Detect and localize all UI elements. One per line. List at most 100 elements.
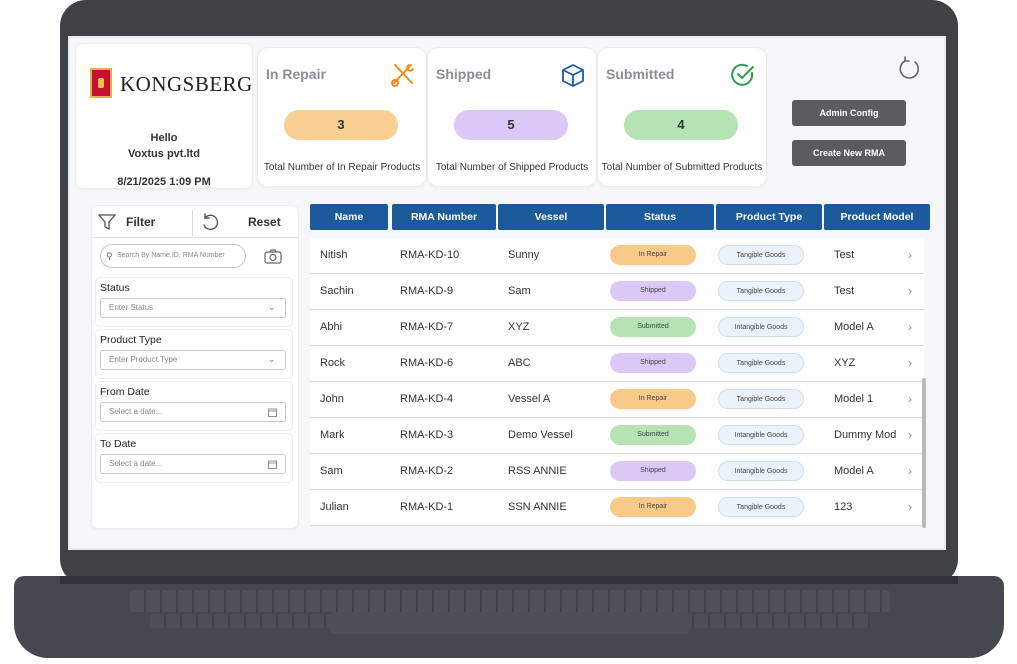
table-row[interactable]: Abhi RMA-KD-7 XYZ Submitted Intangible Goods… <box>310 310 924 346</box>
status-select[interactable]: Enter Status ⌄ <box>100 298 286 318</box>
status-badge: Shipped <box>610 353 696 373</box>
reset-icon[interactable] <box>200 212 220 232</box>
chevron-right-icon[interactable]: › <box>908 500 912 514</box>
table-header: Name RMA Number Vessel Status Product Ty… <box>310 204 932 230</box>
column-header-rma-number[interactable]: RMA Number <box>392 204 496 230</box>
cell-vessel: Sam <box>508 285 531 297</box>
from-date-label: From Date <box>100 386 150 398</box>
search-placeholder: Search By Name,ID, RMA Number <box>117 252 225 259</box>
to-date-input[interactable]: Select a date... <box>100 454 286 474</box>
product-type-badge: Tangible Goods <box>718 353 804 373</box>
calendar-icon <box>268 460 277 469</box>
table-row[interactable]: Mark RMA-KD-3 Demo Vessel Submitted Intangib… <box>310 418 924 454</box>
status-badge: Submitted <box>610 317 696 337</box>
product-type-badge: Tangible Goods <box>718 389 804 409</box>
status-placeholder: Enter Status <box>109 303 154 312</box>
filter-header: Filter Reset <box>92 206 298 238</box>
table-scrollbar[interactable] <box>922 378 926 528</box>
status-filter: Status Enter Status ⌄ <box>96 278 292 326</box>
column-header-product-model[interactable]: Product Model <box>824 204 930 230</box>
cell-vessel: RSS ANNIE <box>508 465 567 477</box>
product-type-label: Product Type <box>100 334 162 346</box>
search-icon: ⚲ <box>106 251 113 261</box>
product-type-badge: Intangible Goods <box>718 317 804 337</box>
column-header-status[interactable]: Status <box>606 204 714 230</box>
filter-panel: Filter Reset ⚲ Search By Name,ID, RMA Nu… <box>92 206 298 528</box>
cell-name: Mark <box>320 429 345 441</box>
cell-rma: RMA-KD-3 <box>400 429 454 441</box>
filter-button[interactable]: Filter <box>126 215 156 229</box>
refresh-icon[interactable] <box>896 56 922 82</box>
kpi-caption: Total Number of Submitted Products <box>601 162 763 173</box>
from-date-filter: From Date Select a date... <box>96 382 292 430</box>
cell-model: Model A <box>834 321 874 333</box>
camera-icon[interactable] <box>264 248 282 264</box>
kpi-card-in-repair[interactable]: In Repair 3 Total Number of In Repair Pr… <box>258 48 426 186</box>
cell-rma: RMA-KD-4 <box>400 393 454 405</box>
divider <box>192 210 193 236</box>
search-input[interactable]: ⚲ Search By Name,ID, RMA Number <box>100 244 246 268</box>
company-name: Voxtus pvt.ltd <box>128 148 200 160</box>
to-date-filter: To Date Select a date... <box>96 434 292 482</box>
product-type-select[interactable]: Enter Product Type ⌄ <box>100 350 286 370</box>
chevron-right-icon[interactable]: › <box>908 428 912 442</box>
reset-button[interactable]: Reset <box>248 215 281 229</box>
brand-name: KONGSBERG <box>120 72 253 96</box>
cell-rma: RMA-KD-1 <box>400 501 454 513</box>
cell-model: XYZ <box>834 357 856 369</box>
cell-vessel: Vessel A <box>508 393 551 405</box>
to-date-label: To Date <box>100 438 137 450</box>
scissors-wrench-icon <box>391 64 414 87</box>
cell-vessel: SSN ANNIE <box>508 501 567 513</box>
table-row[interactable]: Sam RMA-KD-2 RSS ANNIE Shipped Intangible Go… <box>310 454 924 490</box>
check-circle-icon <box>731 63 754 86</box>
cell-model: Test <box>834 285 855 297</box>
kpi-card-shipped[interactable]: Shipped 5 Total Number of Shipped Produc… <box>428 48 596 186</box>
column-header-vessel[interactable]: Vessel <box>498 204 604 230</box>
cell-name: Abhi <box>320 321 343 333</box>
keyboard <box>130 590 890 612</box>
cell-model: Dummy Mod <box>834 429 897 441</box>
product-type-filter: Product Type Enter Product Type ⌄ <box>96 330 292 378</box>
cell-rma: RMA-KD-7 <box>400 321 454 333</box>
chevron-right-icon[interactable]: › <box>908 284 912 298</box>
cell-name: Rock <box>320 357 346 369</box>
from-date-input[interactable]: Select a date... <box>100 402 286 422</box>
filter-icon <box>98 214 116 230</box>
kpi-card-submitted[interactable]: Submitted 4 Total Number of Submitted Pr… <box>598 48 766 186</box>
admin-config-button[interactable]: Admin Config <box>792 100 906 126</box>
cell-rma: RMA-KD-6 <box>400 357 454 369</box>
cell-name: Julian <box>320 501 349 513</box>
chevron-right-icon[interactable]: › <box>908 356 912 370</box>
table-row[interactable]: John RMA-KD-4 Vessel A In Repair Tangible Go… <box>310 382 924 418</box>
chevron-right-icon[interactable]: › <box>908 320 912 334</box>
touchpad <box>330 612 690 634</box>
column-header-name[interactable]: Name <box>310 204 388 230</box>
laptop-hinge <box>60 576 958 584</box>
cell-name: John <box>320 393 344 405</box>
status-badge: In Repair <box>610 389 696 409</box>
status-badge: Shipped <box>610 281 696 301</box>
kpi-value: 4 <box>624 110 738 140</box>
column-header-product-type[interactable]: Product Type <box>716 204 822 230</box>
cell-vessel: XYZ <box>508 321 530 333</box>
table-row[interactable]: Rock RMA-KD-6 ABC Shipped Tangible Goods XYZ › <box>310 346 924 382</box>
chevron-right-icon[interactable]: › <box>908 248 912 262</box>
create-new-rma-button[interactable]: Create New RMA <box>792 140 906 166</box>
table-row[interactable]: Sachin RMA-KD-9 Sam Shipped Tangible Goods Te… <box>310 274 924 310</box>
cell-model: Test <box>834 249 855 261</box>
brand-panel: KONGSBERG Hello Voxtus pvt.ltd 8/21/2025… <box>76 44 252 188</box>
kpi-title: Shipped <box>436 66 492 82</box>
kpi-title: In Repair <box>266 66 326 82</box>
cell-name: Nitish <box>320 249 348 261</box>
kpi-value: 5 <box>454 110 568 140</box>
cell-vessel: Demo Vessel <box>508 429 573 441</box>
table-row[interactable]: Nitish RMA-KD-10 Sunny In Repair Tangible Go… <box>310 238 924 274</box>
cell-rma: RMA-KD-10 <box>400 249 460 261</box>
chevron-right-icon[interactable]: › <box>908 464 912 478</box>
chevron-right-icon[interactable]: › <box>908 392 912 406</box>
cell-rma: RMA-KD-9 <box>400 285 454 297</box>
cell-vessel: ABC <box>508 357 531 369</box>
table-row[interactable]: Julian RMA-KD-1 SSN ANNIE In Repair Tangible… <box>310 490 924 526</box>
